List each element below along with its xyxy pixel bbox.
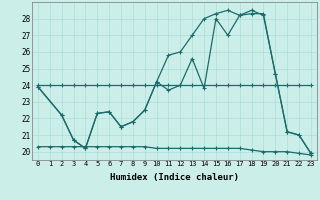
X-axis label: Humidex (Indice chaleur): Humidex (Indice chaleur)	[110, 173, 239, 182]
